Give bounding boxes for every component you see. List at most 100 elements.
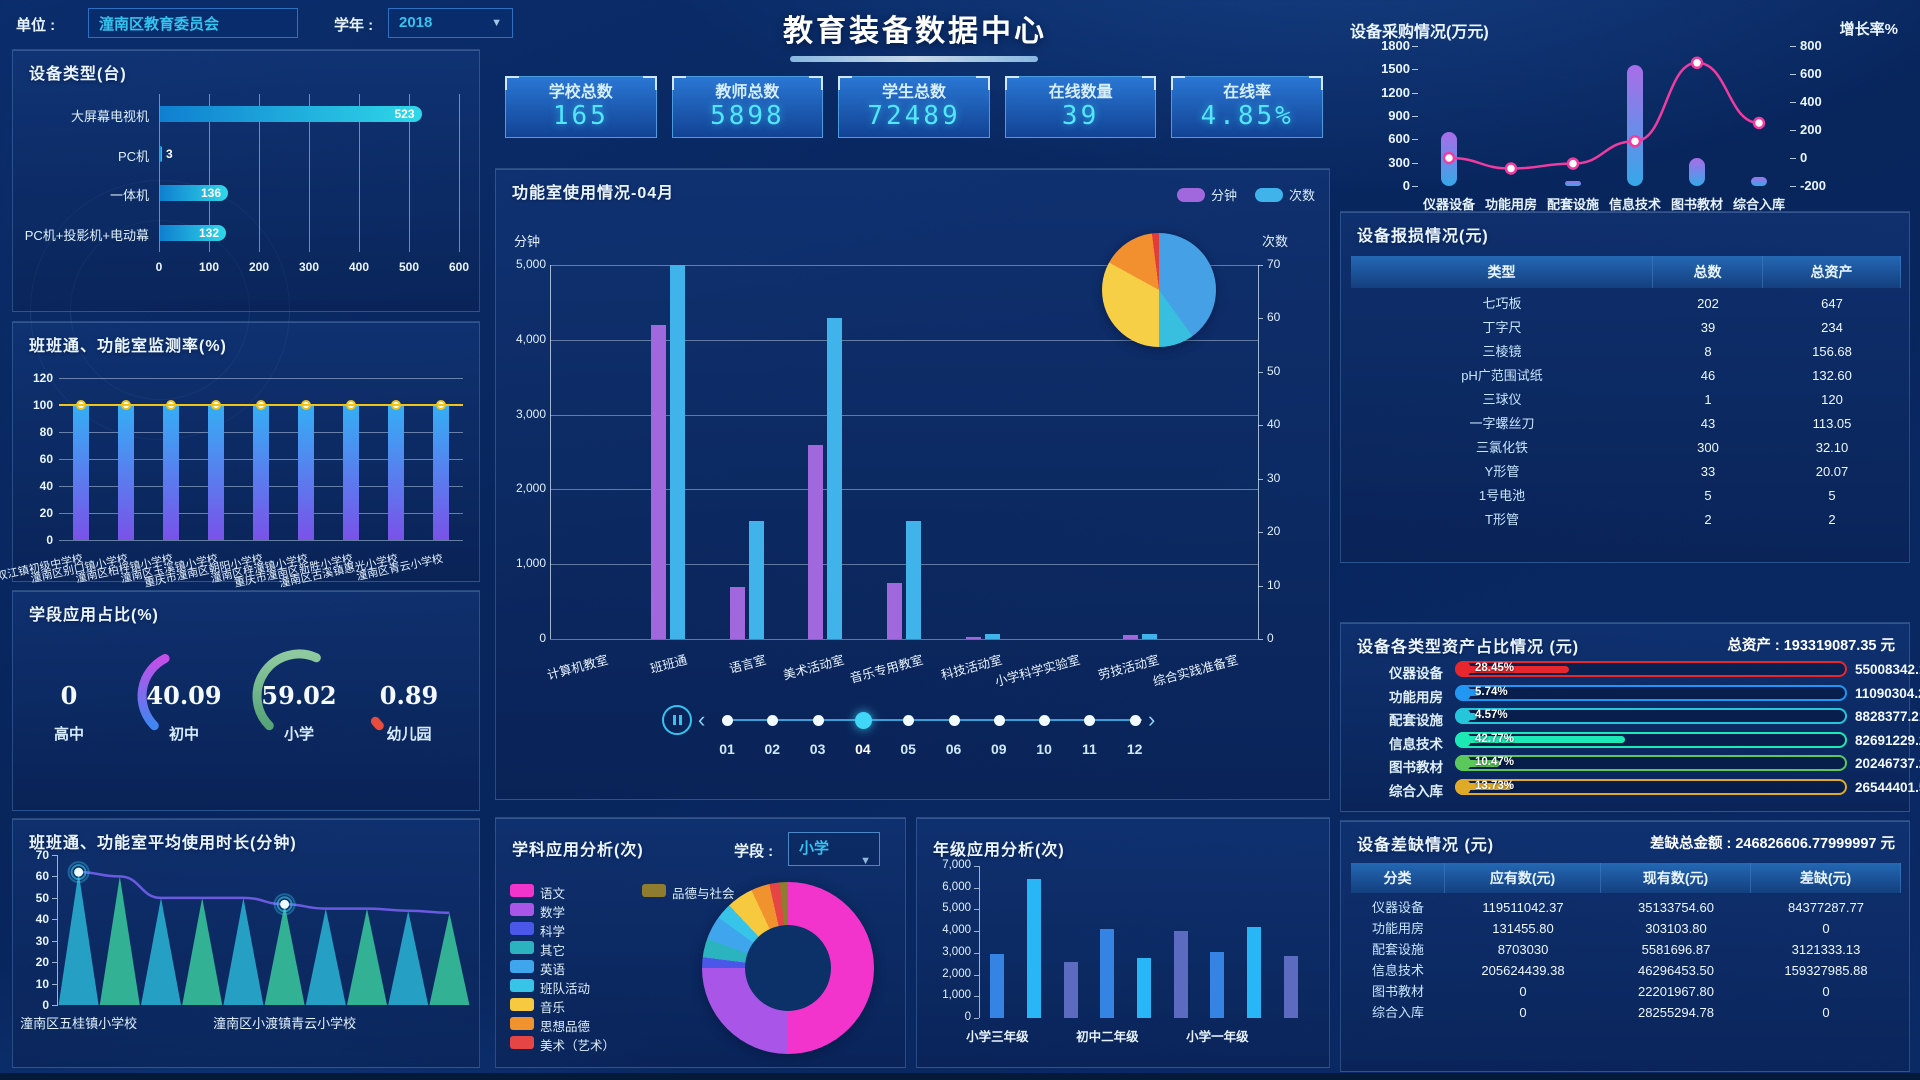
year-select-value: 2018 <box>399 14 433 31</box>
legend-item[interactable]: 语文 <box>510 882 640 901</box>
timeline-dot[interactable] <box>993 715 1005 726</box>
table-cell: 图书教材 <box>1371 984 1424 999</box>
pie-chart <box>1102 233 1216 347</box>
y-tick <box>1790 46 1796 47</box>
timeline-dot[interactable] <box>903 715 915 726</box>
timeline-track <box>722 719 1142 721</box>
asset-row: 配套设施 4.57% 8828377.21 <box>1351 706 1920 728</box>
timeline-month[interactable]: 06 <box>945 741 962 757</box>
legend-label: 品德与社会 <box>672 887 735 901</box>
stat-card: 学校总数 165 <box>505 76 657 138</box>
donut-hole <box>745 925 831 1011</box>
timeline-dot[interactable] <box>812 715 824 726</box>
table-cell: 159327985.88 <box>1784 963 1868 978</box>
y-tick-label: 0 <box>964 1011 971 1023</box>
y-tick-label: 3,000 <box>942 945 971 958</box>
bar-value: 3 <box>166 146 173 161</box>
y-gridline <box>550 414 1258 416</box>
y-tick-label: 50 <box>35 890 49 905</box>
legend-item[interactable]: 次数 <box>1254 185 1315 204</box>
legend-label: 次数 <box>1288 188 1315 203</box>
timeline-play-button[interactable] <box>662 705 692 735</box>
stat-label: 在线率 <box>1223 84 1272 101</box>
y-tick-label: 2,000 <box>515 481 546 496</box>
gauge-label: 高中 <box>53 726 84 743</box>
y-tick-label: 6,000 <box>942 880 971 893</box>
x-tick-label: 500 <box>398 260 420 274</box>
gauge-label: 小学 <box>283 726 314 743</box>
table-cell: pH广范围试纸 <box>1461 368 1543 383</box>
y-tick <box>1412 186 1418 187</box>
timeline-month[interactable]: 11 <box>1081 741 1097 757</box>
asset-bar-dot <box>1455 731 1471 748</box>
bar <box>253 405 269 540</box>
asset-row: 仪器设备 28.45% 55008342.12 <box>1351 659 1920 681</box>
y-tick <box>1412 162 1418 164</box>
bar <box>118 405 135 540</box>
timeline-dot[interactable] <box>1129 715 1141 726</box>
y-tick-label: 1800 <box>1381 38 1410 53</box>
timeline-dot[interactable] <box>767 715 779 726</box>
panel-asset-ratio: 设备各类型资产占比情况 (元) 总资产 : 193319087.35 元 仪器设… <box>1340 622 1920 812</box>
y-tick <box>52 1005 57 1006</box>
bar <box>387 405 404 540</box>
timeline-month[interactable]: 10 <box>1036 741 1052 757</box>
y-tick <box>974 909 979 911</box>
y-axis-line <box>550 265 551 639</box>
y-tick <box>52 897 57 899</box>
timeline-month[interactable]: 01 <box>719 741 735 757</box>
stage-gauges: 0 高中 40.09 初中 59.02 小学 0.89 幼儿园 <box>13 591 481 812</box>
legend-item[interactable]: 英语 <box>510 958 640 977</box>
bar <box>1565 181 1581 186</box>
asset-label: 综合入库 <box>1389 783 1443 799</box>
bar <box>1210 951 1225 1018</box>
table-row: 三氯化铁 300 32.10 <box>1351 436 1901 460</box>
legend-item[interactable]: 美术（艺术） <box>510 1034 640 1053</box>
timeline-month[interactable]: 04 <box>855 741 871 757</box>
legend-label: 英语 <box>540 963 566 977</box>
legend-item[interactable]: 分钟 <box>1176 185 1237 204</box>
stat-value: 4.85% <box>1200 101 1294 131</box>
y-tick-label: 600 <box>1800 66 1822 81</box>
timeline-month[interactable]: 02 <box>764 741 781 757</box>
y-tick-label: 60 <box>39 452 53 466</box>
gauge-value: 0 <box>60 681 78 710</box>
y-tick <box>52 876 57 878</box>
legend-item[interactable]: 音乐 <box>510 996 640 1015</box>
timeline-dot[interactable] <box>948 715 960 726</box>
stat-card: 在线数量 39 <box>1004 76 1157 138</box>
y-tick-label: 30 <box>1267 470 1281 485</box>
timeline-month[interactable]: 12 <box>1126 741 1143 757</box>
unit-input[interactable] <box>88 8 298 38</box>
y-tick <box>974 887 979 889</box>
table-row: T形管 2 2 <box>1351 508 1901 532</box>
legend-item[interactable]: 思想品德 <box>510 1015 640 1034</box>
timeline-dot-active[interactable] <box>854 712 872 729</box>
timeline-dot[interactable] <box>1039 715 1051 726</box>
timeline-month[interactable]: 09 <box>991 741 1007 757</box>
timeline-month[interactable]: 03 <box>809 741 826 757</box>
asset-pct: 4.57% <box>1475 709 1508 721</box>
y-tick-label: 4,000 <box>942 924 971 937</box>
legend-item[interactable]: 品德与社会 <box>642 882 772 901</box>
year-select[interactable]: 2018 ▼ <box>388 8 513 38</box>
legend-item[interactable]: 班队活动 <box>510 977 640 996</box>
timeline-month[interactable]: 05 <box>900 741 916 757</box>
device-type-chart: 0 100 200 300 400 500 600 大屏幕电视机 523 PC机 3 一体机 136 PC… <box>21 88 473 303</box>
table-row: 1号电池 5 5 <box>1351 484 1901 508</box>
y-tick-label: 300 <box>1388 154 1410 170</box>
y-tick-label: 40 <box>39 479 53 493</box>
timeline-prev-arrow[interactable]: ‹ <box>698 707 706 732</box>
table-cell: 32.10 <box>1815 440 1849 455</box>
y-tick <box>974 931 979 933</box>
timeline-dot[interactable] <box>722 715 733 726</box>
timeline-next-arrow[interactable]: › <box>1148 707 1156 732</box>
timeline-dot[interactable] <box>1084 715 1096 726</box>
legend-item[interactable]: 数学 <box>510 901 640 920</box>
table-cell: 1号电池 <box>1478 488 1526 503</box>
y-tick-label: 7,000 <box>942 859 971 871</box>
stat-label: 学生总数 <box>881 84 946 101</box>
legend-item[interactable]: 科学 <box>510 920 640 939</box>
legend-item[interactable]: 其它 <box>510 939 640 958</box>
stage-select[interactable]: 小学 ▼ <box>788 832 880 867</box>
